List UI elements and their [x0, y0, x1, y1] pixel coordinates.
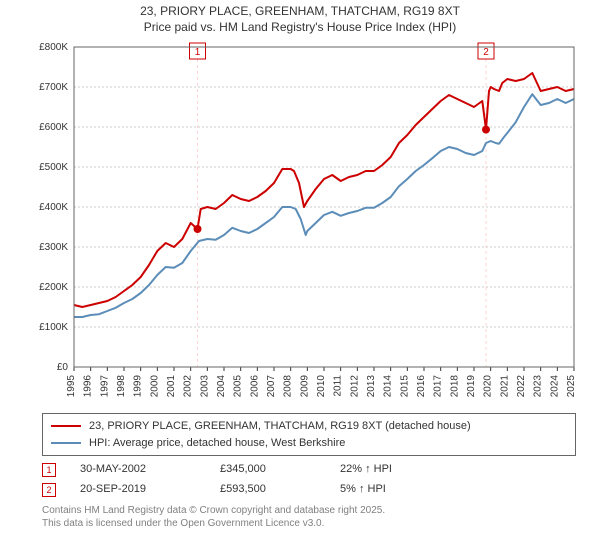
y-tick-label: £100K [39, 322, 68, 333]
x-tick-label: 1999 [133, 375, 144, 398]
legend-item: HPI: Average price, detached house, West… [51, 435, 567, 452]
x-tick-label: 2018 [449, 375, 460, 398]
y-tick-label: £700K [39, 82, 68, 93]
marker-row: 2 20-SEP-2019£593,5005% ↑ HPI [42, 480, 576, 500]
footer-line2: This data is licensed under the Open Gov… [42, 517, 576, 530]
legend-label: HPI: Average price, detached house, West… [89, 435, 345, 452]
marker-delta: 5% ↑ HPI [340, 480, 386, 500]
x-tick-label: 2006 [249, 375, 260, 398]
marker-badge-small: 1 [42, 463, 56, 477]
marker-delta: 22% ↑ HPI [340, 460, 392, 480]
line-chart-svg: £0 £100K £200K £300K £400K £500K £600K £700K £80… [30, 37, 590, 407]
legend-swatch [51, 425, 81, 427]
x-tick-label: 1995 [66, 375, 77, 398]
y-tick-label: £800K [39, 42, 68, 53]
marker-badge-label: 2 [483, 47, 489, 58]
title-line2: Price paid vs. HM Land Registry's House … [0, 20, 600, 36]
y-tick-label: £300K [39, 242, 68, 253]
legend-item: 23, PRIORY PLACE, GREENHAM, THATCHAM, RG… [51, 418, 567, 435]
x-tick-label: 2021 [499, 375, 510, 398]
marker-price: £593,500 [220, 480, 340, 500]
chart-area: £0 £100K £200K £300K £400K £500K £600K £700K £80… [30, 37, 590, 407]
x-tick-label: 2008 [283, 375, 294, 398]
x-tick-label: 2011 [333, 375, 344, 397]
marker-row: 1 30-MAY-2002£345,00022% ↑ HPI [42, 460, 576, 480]
marker-price: £345,000 [220, 460, 340, 480]
x-tick-label: 2001 [166, 375, 177, 398]
legend: 23, PRIORY PLACE, GREENHAM, THATCHAM, RG… [42, 413, 576, 456]
x-tick-label: 2023 [533, 375, 544, 398]
x-tick-label: 2012 [349, 375, 360, 398]
marker-table: 1 30-MAY-2002£345,00022% ↑ HPI 2 20-SEP-201… [42, 460, 576, 500]
footer-line1: Contains HM Land Registry data © Crown c… [42, 504, 576, 517]
x-tick-label: 2007 [266, 375, 277, 398]
y-tick-label: £400K [39, 202, 68, 213]
x-tick-label: 1998 [116, 375, 127, 398]
marker-dot [194, 225, 202, 233]
y-tick-label: £200K [39, 282, 68, 293]
y-tick-label: £0 [57, 362, 69, 373]
x-tick-label: 2010 [316, 375, 327, 398]
marker-badge-small: 2 [42, 483, 56, 497]
chart-container: 23, PRIORY PLACE, GREENHAM, THATCHAM, RG… [0, 0, 600, 560]
y-tick-label: £600K [39, 122, 68, 133]
x-tick-label: 2022 [516, 375, 527, 398]
marker-date: 30-MAY-2002 [80, 460, 220, 480]
x-tick-label: 2015 [399, 375, 410, 398]
x-tick-label: 2013 [366, 375, 377, 398]
x-tick-label: 2004 [216, 375, 227, 398]
x-tick-label: 2017 [433, 375, 444, 398]
x-tick-label: 2003 [199, 375, 210, 398]
footer: Contains HM Land Registry data © Crown c… [42, 504, 576, 530]
x-tick-label: 2005 [233, 375, 244, 398]
x-tick-label: 2025 [566, 375, 577, 398]
x-tick-label: 2019 [466, 375, 477, 398]
x-tick-label: 2000 [149, 375, 160, 398]
legend-label: 23, PRIORY PLACE, GREENHAM, THATCHAM, RG… [89, 418, 471, 435]
marker-badge-label: 1 [195, 47, 201, 58]
x-tick-label: 2002 [183, 375, 194, 398]
legend-swatch [51, 442, 81, 444]
x-tick-label: 2014 [383, 375, 394, 398]
y-tick-label: £500K [39, 162, 68, 173]
x-tick-label: 2016 [416, 375, 427, 398]
x-tick-label: 2024 [549, 375, 560, 398]
marker-date: 20-SEP-2019 [80, 480, 220, 500]
title-block: 23, PRIORY PLACE, GREENHAM, THATCHAM, RG… [0, 0, 600, 37]
title-line1: 23, PRIORY PLACE, GREENHAM, THATCHAM, RG… [0, 4, 600, 20]
x-tick-label: 2020 [483, 375, 494, 398]
marker-dot [482, 126, 490, 134]
x-tick-label: 2009 [299, 375, 310, 398]
x-tick-label: 1996 [83, 375, 94, 398]
x-tick-label: 1997 [99, 375, 110, 398]
